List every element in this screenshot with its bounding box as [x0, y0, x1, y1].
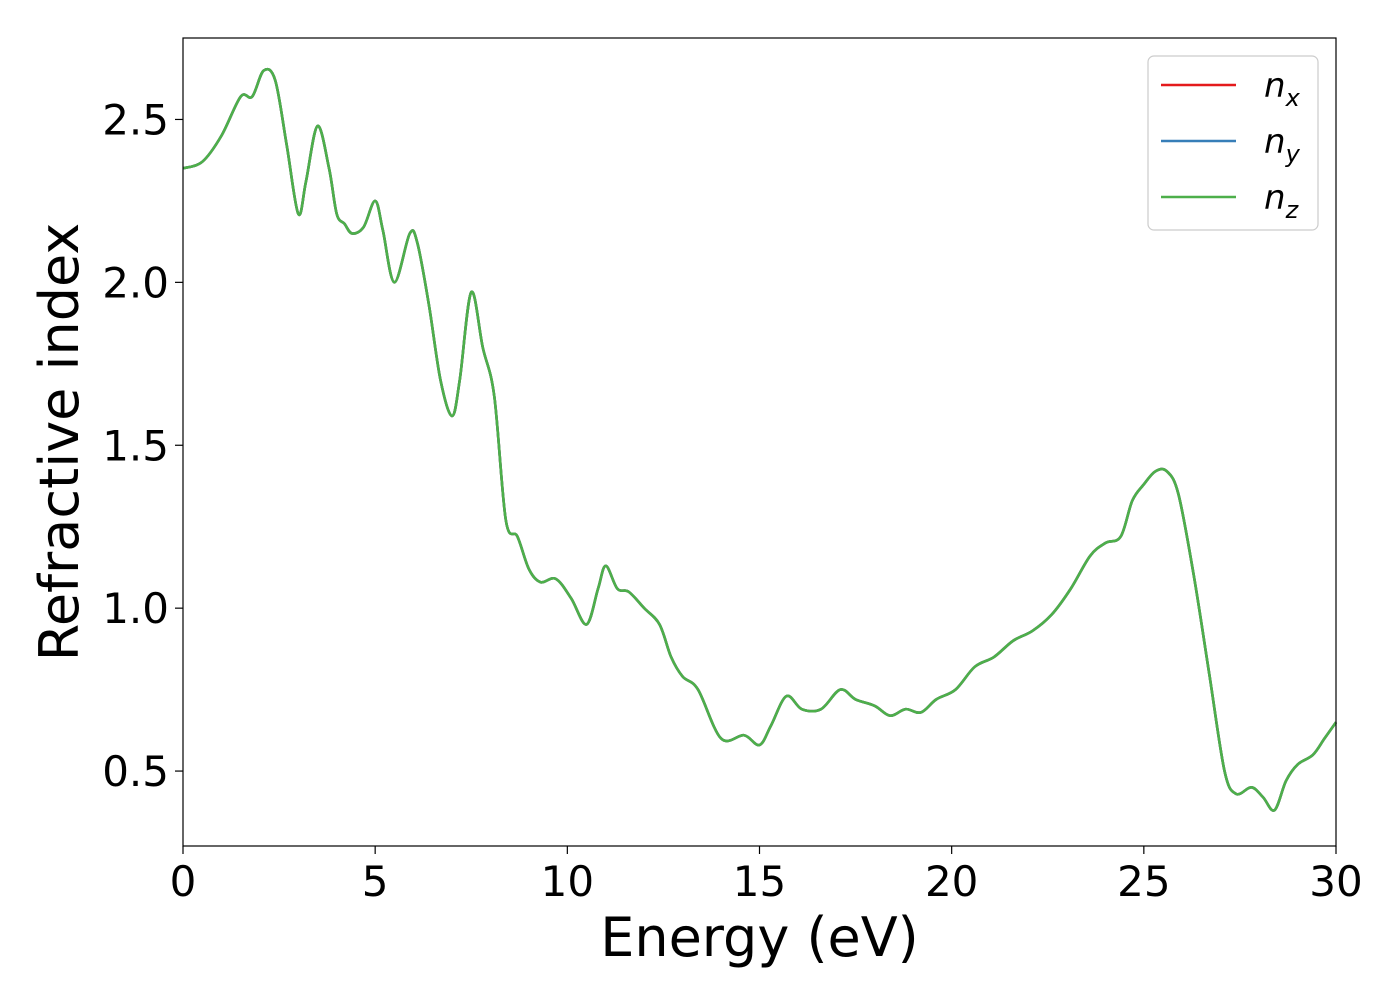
x-axis-label: Energy (eV): [600, 906, 919, 969]
legend-label-z: nz: [1264, 178, 1300, 224]
y-axis: 0.5 1.0 1.5 2.0 2.5: [102, 95, 183, 796]
x-axis: 0 5 10 15 20 25 30: [170, 846, 1363, 906]
y-tick-label: 2.5: [102, 95, 169, 144]
legend-label-x: nx: [1264, 66, 1301, 112]
x-tick-label: 25: [1117, 857, 1170, 906]
series-layer: [182, 67, 1338, 812]
x-tick-label: 30: [1309, 857, 1362, 906]
x-tick-label: 5: [362, 857, 389, 906]
y-tick-label: 1.5: [102, 421, 169, 470]
series-line-z: [182, 67, 1338, 812]
legend-box: [1147, 55, 1319, 231]
x-tick-label: 0: [170, 857, 197, 906]
y-tick-label: 1.0: [102, 584, 169, 633]
x-tick-label: 10: [541, 857, 594, 906]
y-tick-label: 2.0: [102, 258, 169, 307]
y-tick-label: 0.5: [102, 747, 169, 796]
legend-label-y: ny: [1264, 122, 1301, 168]
x-tick-label: 20: [925, 857, 978, 906]
y-axis-label: Refractive index: [28, 223, 91, 662]
legend: nx ny nz: [1147, 55, 1319, 231]
x-tick-label: 15: [733, 857, 786, 906]
